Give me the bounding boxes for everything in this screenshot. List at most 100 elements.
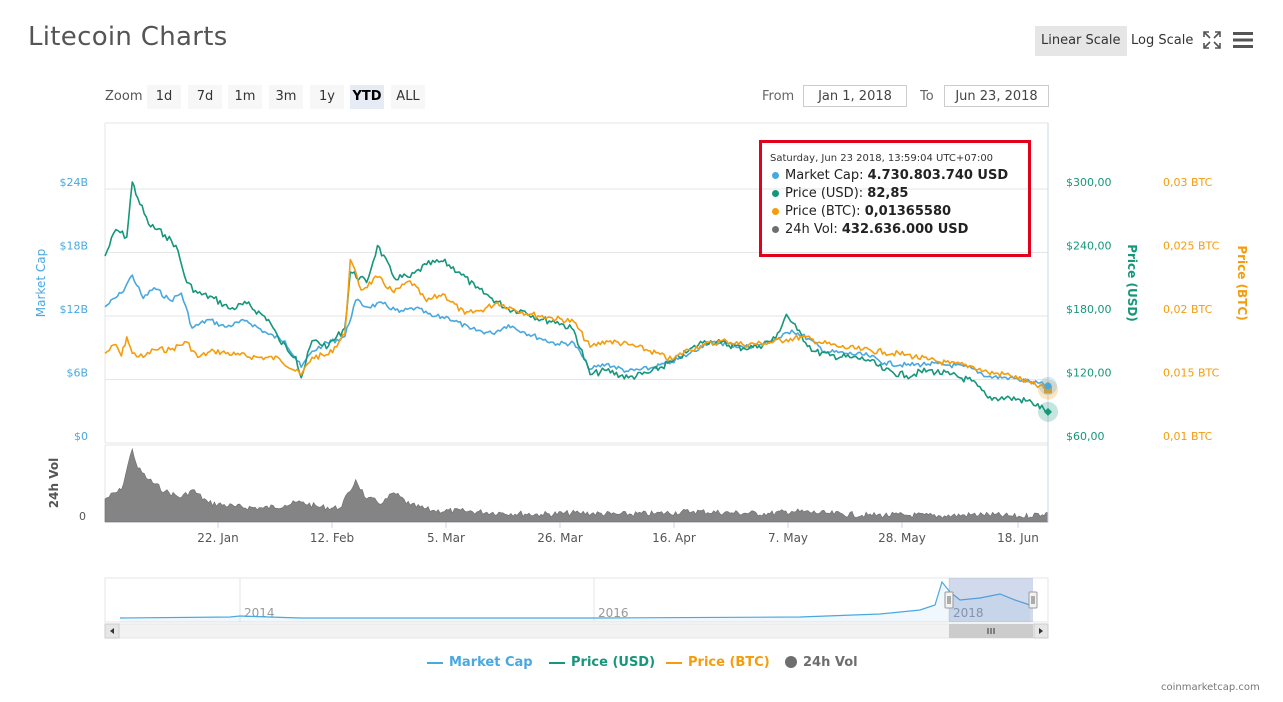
series-lines bbox=[104, 181, 1049, 414]
legend-dot-icon bbox=[785, 655, 797, 668]
x-tick-label: 16. Apr bbox=[652, 531, 696, 545]
navigator-label: 2018 bbox=[953, 606, 984, 620]
legend-price-usd[interactable]: Price (USD) bbox=[549, 655, 655, 670]
page-title: Litecoin Charts bbox=[28, 22, 228, 52]
linear-scale-button[interactable]: Linear Scale bbox=[1035, 26, 1127, 56]
scroll-left-arrow-icon bbox=[110, 628, 114, 634]
navigator-handle-left[interactable] bbox=[944, 591, 954, 609]
tooltip-value: 82,85 bbox=[867, 186, 909, 201]
navigator: 2014 2016 2018 bbox=[104, 577, 1049, 639]
price-btc-tick-label: 0,01 BTC bbox=[1163, 430, 1213, 443]
tooltip-label: 24h Vol: bbox=[785, 222, 838, 237]
price-usd-tick-label: $240,00 bbox=[1066, 240, 1112, 253]
legend-label: 24h Vol bbox=[803, 655, 858, 670]
vol-axis-title: 24h Vol bbox=[47, 458, 61, 508]
zoom-all-button[interactable]: ALL bbox=[391, 85, 425, 109]
legend-label: Price (BTC) bbox=[688, 655, 770, 670]
zoom-label: Zoom bbox=[105, 89, 143, 104]
x-tick-label: 26. Mar bbox=[537, 531, 583, 545]
vol-dot bbox=[772, 225, 779, 233]
navigator-area bbox=[120, 582, 1030, 622]
market-cap-tick-label: $6B bbox=[66, 367, 88, 380]
market-cap-marker bbox=[1044, 382, 1052, 390]
navigator-line bbox=[119, 580, 1031, 619]
x-tick-label: 22. Jan bbox=[197, 531, 238, 545]
volume-layer bbox=[104, 447, 1049, 523]
price-btc-tick-label: 0,015 BTC bbox=[1163, 367, 1220, 380]
legend-label: Market Cap bbox=[449, 655, 533, 670]
price-usd-dot bbox=[772, 189, 779, 197]
price-usd-tick-label: $300,00 bbox=[1066, 176, 1112, 189]
zoom-7d-button[interactable]: 7d bbox=[188, 85, 222, 109]
zoom-1y-button[interactable]: 1y bbox=[310, 85, 344, 109]
price-usd-tick-label: $180,00 bbox=[1066, 303, 1112, 316]
price-btc-tick-label: 0,03 BTC bbox=[1163, 176, 1213, 189]
price-btc-tick-label: 0,025 BTC bbox=[1163, 240, 1220, 253]
price-usd-tick-label: $60,00 bbox=[1066, 430, 1105, 443]
market-cap-tick-label: $0 bbox=[74, 430, 88, 443]
legend-line-icon bbox=[427, 661, 443, 664]
legend-line-icon bbox=[666, 661, 682, 664]
price-usd-axis-title: Price (USD) bbox=[1125, 244, 1139, 322]
hamburger-menu-icon[interactable] bbox=[1233, 32, 1253, 48]
tooltip: Saturday, Jun 23 2018, 13:59:04 UTC+07:0… bbox=[770, 153, 1030, 239]
legend-line-icon bbox=[549, 661, 565, 664]
vol-tick-label: 0 bbox=[79, 510, 86, 523]
to-label: To bbox=[920, 89, 934, 104]
price-usd-tick-label: $120,00 bbox=[1066, 367, 1112, 380]
zoom-1m-button[interactable]: 1m bbox=[228, 85, 262, 109]
tooltip-row-market-cap: Market Cap: 4.730.803.740 USD bbox=[770, 167, 1030, 185]
market-cap-tick-label: $12B bbox=[59, 303, 88, 316]
navigator-label: 2016 bbox=[598, 606, 629, 620]
legend-label: Price (USD) bbox=[571, 655, 656, 670]
hover-markers bbox=[1038, 123, 1058, 522]
fullscreen-icon[interactable] bbox=[1203, 31, 1221, 49]
axis-labels: $0 $60,00 0,01 BTC $6B $120,00 0,015 BTC $12B $… bbox=[34, 176, 1249, 545]
tooltip-value: 432.636.000 USD bbox=[841, 222, 969, 237]
zoom-3m-button[interactable]: 3m bbox=[269, 85, 303, 109]
price-btc-marker bbox=[1044, 385, 1052, 394]
market-cap-tick-label: $18B bbox=[59, 240, 88, 253]
price-btc-tick-label: 0,02 BTC bbox=[1163, 303, 1213, 316]
x-tick-label: 7. May bbox=[768, 531, 808, 545]
market-cap-dot bbox=[772, 171, 779, 179]
market-cap-axis-title: Market Cap bbox=[34, 249, 48, 317]
x-tick-label: 5. Mar bbox=[427, 531, 465, 545]
navigator-scrollbar[interactable] bbox=[104, 623, 1049, 639]
tooltip-highlight-box bbox=[759, 140, 1031, 257]
tooltip-label: Price (BTC): bbox=[785, 204, 861, 219]
zoom-1d-button[interactable]: 1d bbox=[147, 85, 181, 109]
tooltip-label: Market Cap: bbox=[785, 168, 864, 183]
series-line-price-usd bbox=[104, 181, 1049, 414]
log-scale-button[interactable]: Log Scale bbox=[1131, 33, 1194, 48]
market-cap-tick-label: $24B bbox=[59, 176, 88, 189]
tooltip-value: 0,01365580 bbox=[864, 204, 952, 219]
tooltip-label: Price (USD): bbox=[785, 186, 864, 201]
from-date-input[interactable]: Jan 1, 2018 bbox=[803, 85, 907, 107]
tooltip-date: Saturday, Jun 23 2018, 13:59:04 UTC+07:0… bbox=[770, 153, 994, 164]
vol-area-24h-vol bbox=[104, 447, 1049, 523]
price-btc-dot bbox=[772, 207, 779, 215]
navigator-selection bbox=[949, 578, 1033, 622]
tooltip-value: 4.730.803.740 USD bbox=[867, 168, 1009, 183]
navigator-frame bbox=[104, 577, 1049, 623]
legend-price-btc[interactable]: Price (BTC) bbox=[666, 655, 770, 670]
from-label: From bbox=[762, 89, 795, 104]
tooltip-row-price-btc: Price (BTC): 0,01365580 bbox=[770, 203, 1030, 221]
series-line-market-cap bbox=[104, 274, 1049, 388]
to-date-input[interactable]: Jun 23, 2018 bbox=[944, 85, 1049, 107]
navigator-handle-right[interactable] bbox=[1028, 591, 1038, 609]
x-tick-label: 28. May bbox=[878, 531, 926, 545]
tooltip-row-vol: 24h Vol: 432.636.000 USD bbox=[770, 221, 1030, 239]
tooltip-row-price-usd: Price (USD): 82,85 bbox=[770, 185, 1030, 203]
series-line-price-btc bbox=[104, 258, 1049, 391]
legend-vol[interactable]: 24h Vol bbox=[785, 655, 858, 670]
x-tick-label: 18. Jun bbox=[997, 531, 1039, 545]
credits[interactable]: coinmarketcap.com bbox=[1161, 682, 1260, 693]
zoom-ytd-button[interactable]: YTD bbox=[350, 85, 384, 109]
price-usd-marker bbox=[1044, 407, 1052, 416]
legend-market-cap[interactable]: Market Cap bbox=[427, 655, 533, 670]
scroll-right-arrow-icon bbox=[1039, 628, 1043, 634]
x-tick-label: 12. Feb bbox=[310, 531, 354, 545]
